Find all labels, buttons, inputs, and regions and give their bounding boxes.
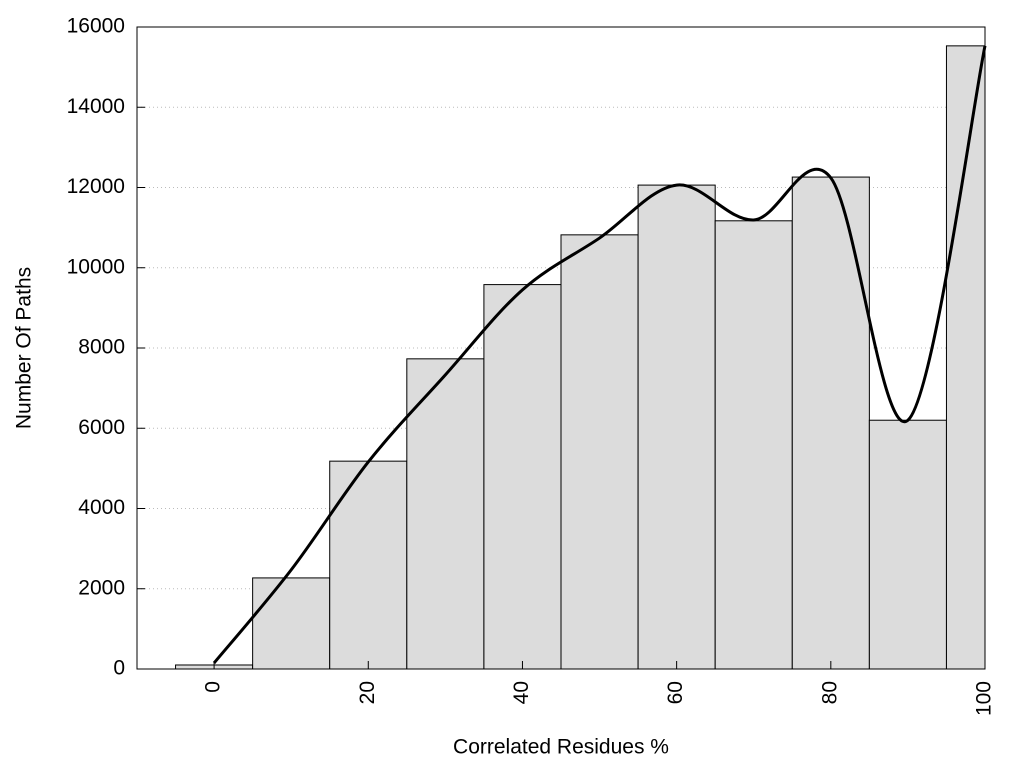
x-tick-label: 0 <box>202 681 225 693</box>
bar <box>868 419 947 670</box>
bar <box>252 577 331 670</box>
smooth-curve <box>212 45 987 664</box>
x-tick-label: 100 <box>973 681 996 716</box>
y-tick-label: 4000 <box>78 496 125 519</box>
bar <box>560 234 639 670</box>
x-tick-label: 60 <box>664 681 687 704</box>
bar <box>945 45 986 670</box>
y-tick-label: 16000 <box>67 15 125 38</box>
bar <box>329 460 408 670</box>
x-tick-label: 40 <box>510 681 533 704</box>
bar <box>637 184 716 670</box>
bar <box>791 176 870 670</box>
x-tick-label: 20 <box>356 681 379 704</box>
y-tick-label: 8000 <box>78 336 125 359</box>
x-axis-title: Correlated Residues % <box>453 736 669 759</box>
bar <box>483 284 562 670</box>
bar <box>714 220 793 670</box>
plot-frame <box>136 26 986 670</box>
x-tick-label: 80 <box>818 681 841 704</box>
y-axis-title: Number Of Paths <box>13 267 36 429</box>
y-tick-label: 2000 <box>78 576 125 599</box>
y-tick-label: 6000 <box>78 416 125 439</box>
y-tick-label: 12000 <box>67 175 125 198</box>
y-tick-label: 10000 <box>67 255 125 278</box>
y-tick-label: 0 <box>113 657 125 680</box>
bar <box>406 358 485 670</box>
y-tick-label: 14000 <box>67 95 125 118</box>
